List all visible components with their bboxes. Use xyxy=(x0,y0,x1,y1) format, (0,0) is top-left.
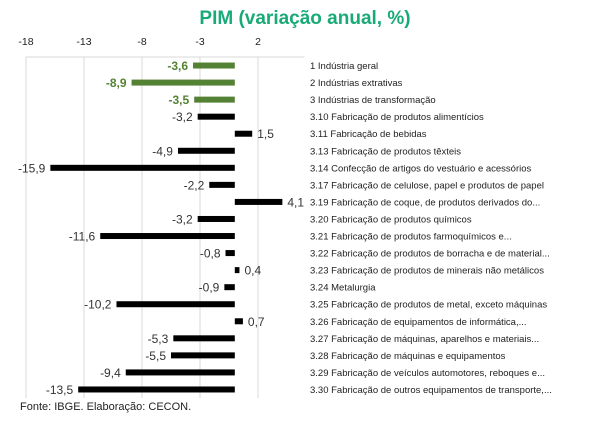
category-label: 3.14 Confecção de artigos do vestuário e… xyxy=(310,163,532,174)
category-label: 3.20 Fabricação de produtos químicos xyxy=(310,214,472,225)
category-label: 1 Indústria geral xyxy=(310,61,378,72)
category-label: 2 Indústrias extrativas xyxy=(310,78,403,89)
data-label: 1,5 xyxy=(257,127,274,141)
data-label: -5,5 xyxy=(145,349,166,363)
x-tick-label: -3 xyxy=(195,36,204,48)
data-label: -13,5 xyxy=(46,383,74,397)
category-label: 3.26 Fabricação de equipamentos de infor… xyxy=(310,317,527,328)
bar xyxy=(224,284,235,291)
data-label: -15,9 xyxy=(18,161,46,175)
category-label: 3.19 Fabricação de coque, de produtos de… xyxy=(310,197,540,208)
data-label: -2,2 xyxy=(184,178,205,192)
data-label: -11,6 xyxy=(69,230,96,244)
x-tick-label: -8 xyxy=(137,36,146,48)
bar xyxy=(234,318,243,325)
bar xyxy=(209,181,235,188)
bar xyxy=(225,250,235,257)
category-label: 3.30 Fabricação de outros equipamentos d… xyxy=(310,385,552,396)
bar xyxy=(50,164,235,171)
data-label: -5,3 xyxy=(148,332,169,346)
data-label: -4,9 xyxy=(152,144,173,158)
category-label: 3.29 Fabricação de veículos automotores,… xyxy=(310,368,545,379)
category-label: 3.17 Fabricação de celulose, papel e pro… xyxy=(310,180,544,191)
category-label: 3.11 Fabricação de bebidas xyxy=(310,129,427,140)
data-label: 4,1 xyxy=(287,195,304,209)
bar xyxy=(234,130,253,137)
category-label: 3.22 Fabricação de produtos de borracha … xyxy=(310,249,550,260)
bar xyxy=(100,233,235,240)
data-label: -0,9 xyxy=(199,281,220,295)
category-label: 3.25 Fabricação de produtos de metal, ex… xyxy=(310,300,547,311)
category-label: 3.21 Fabricação de produtos farmoquímico… xyxy=(310,232,512,243)
category-label: 3 Indústrias de transformação xyxy=(310,95,436,106)
data-label: -3,6 xyxy=(167,59,188,73)
bar xyxy=(197,113,235,120)
data-label: -8,9 xyxy=(106,76,127,90)
x-tick-label: -18 xyxy=(18,36,33,48)
bar xyxy=(194,96,235,103)
bar xyxy=(173,335,235,342)
data-label: 0,4 xyxy=(244,264,261,278)
bar xyxy=(78,386,235,393)
x-tick-label: -13 xyxy=(76,36,91,48)
data-label: -9,4 xyxy=(100,366,121,380)
data-label: -3,5 xyxy=(169,93,190,107)
category-label: 3.10 Fabricação de produtos alimentícios xyxy=(310,112,484,123)
bar xyxy=(193,62,235,69)
data-label: -10,2 xyxy=(84,298,112,312)
bar xyxy=(234,198,283,205)
category-label: 3.23 Fabricação de produtos de minerais … xyxy=(310,266,544,277)
data-label: 0,7 xyxy=(248,315,265,329)
category-label: 3.24 Metalurgia xyxy=(310,283,376,294)
bar xyxy=(177,147,235,154)
category-label: 3.27 Fabricação de máquinas, aparelhos e… xyxy=(310,334,539,345)
bar xyxy=(171,352,235,359)
data-label: -3,2 xyxy=(172,212,193,226)
chart-title: PIM (variação anual, %) xyxy=(199,8,411,29)
data-label: -0,8 xyxy=(200,247,221,261)
bar xyxy=(116,301,235,308)
bar xyxy=(131,79,235,86)
data-label: -3,2 xyxy=(172,110,193,124)
category-label: 3.13 Fabricação de produtos têxteis xyxy=(310,146,461,157)
category-label: 3.28 Fabricação de máquinas e equipament… xyxy=(310,351,506,362)
bar xyxy=(125,369,235,376)
bar xyxy=(234,267,240,274)
bar xyxy=(197,215,235,222)
x-tick-label: 2 xyxy=(255,36,261,48)
source-note: Fonte: IBGE. Elaboração: CECON. xyxy=(20,401,192,413)
